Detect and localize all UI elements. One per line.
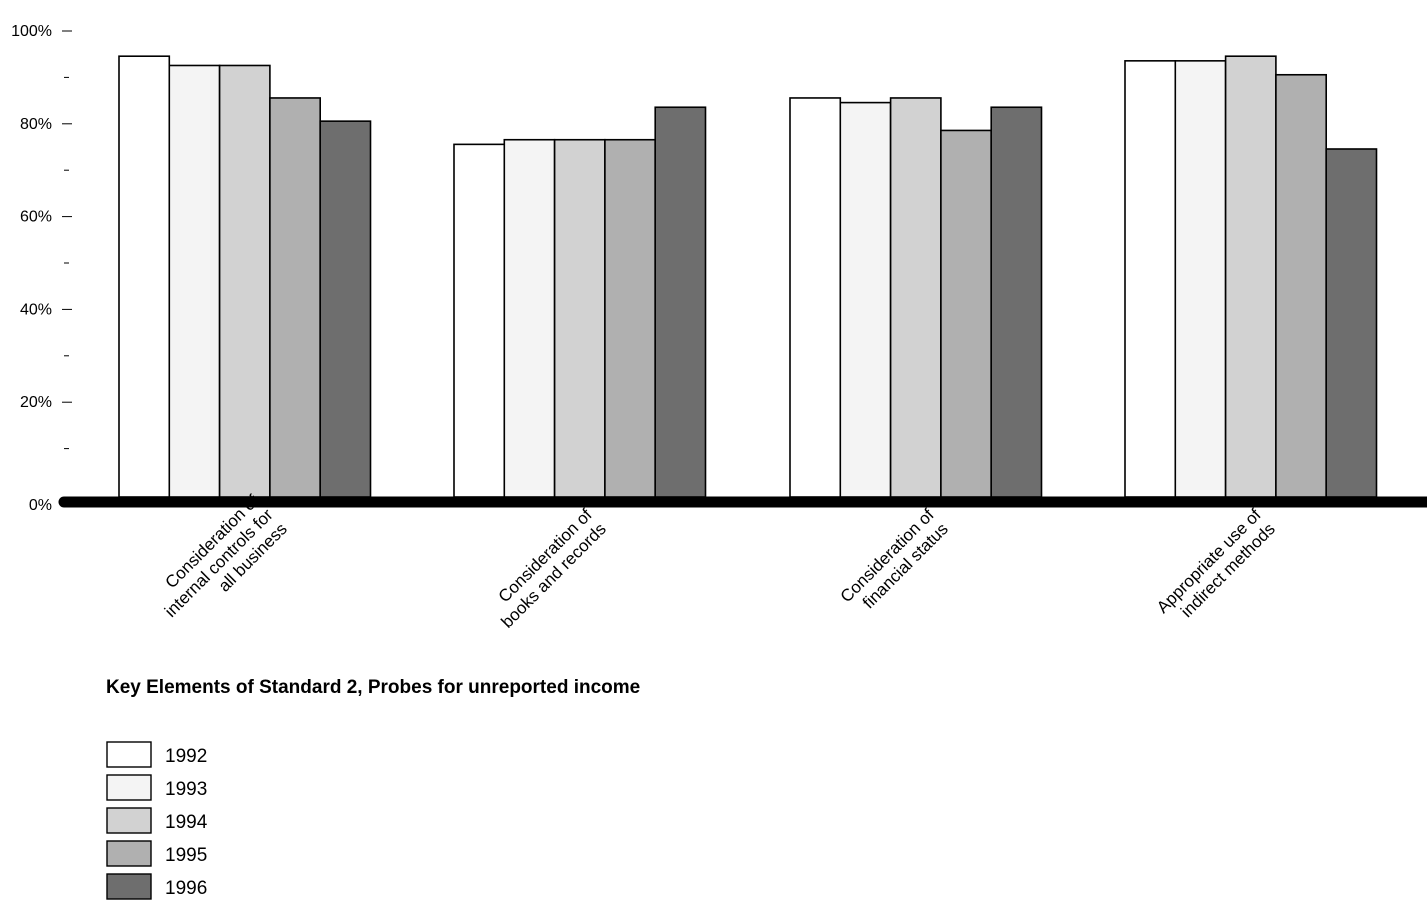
bar-1994-3 — [1224, 55, 1277, 498]
bar-1995-1 — [604, 138, 657, 498]
legend-swatch-1992 — [106, 741, 152, 768]
bar-1992-3 — [1124, 60, 1177, 498]
bar-1992-2 — [789, 97, 842, 498]
bar-1994-0 — [218, 64, 271, 498]
bar-1993-0 — [168, 64, 221, 498]
legend-swatch-1996 — [106, 873, 152, 900]
bar-1992-0 — [118, 55, 171, 498]
y-tick-label: 60% — [20, 209, 52, 226]
bar-1996-3 — [1325, 148, 1378, 498]
legend-swatch-1993 — [106, 774, 152, 801]
bars — [118, 55, 1378, 498]
bar-1996-0 — [319, 120, 372, 498]
bar-1995-2 — [940, 129, 993, 498]
y-tick-label: 0% — [29, 497, 52, 514]
legend-label-1995: 1995 — [165, 845, 207, 866]
legend-label-1994: 1994 — [165, 812, 208, 833]
legend-swatch-1994 — [106, 807, 152, 834]
legend: 1992 1993 1994 1995 1996 — [106, 741, 208, 900]
legend-label-1993: 1993 — [165, 779, 207, 800]
bar-1996-1 — [654, 106, 707, 498]
legend-label-1996: 1996 — [165, 878, 207, 899]
y-tick-label: 80% — [20, 116, 52, 133]
bar-1995-3 — [1275, 73, 1328, 498]
legend-swatch-1995 — [106, 840, 152, 867]
bar-1994-2 — [889, 97, 942, 498]
bar-1996-2 — [990, 106, 1043, 498]
y-tick-label: 40% — [20, 301, 52, 318]
bar-1992-1 — [453, 143, 506, 498]
bar-1995-0 — [269, 97, 321, 498]
bar-1993-1 — [503, 138, 556, 498]
bar-1993-3 — [1174, 60, 1227, 498]
chart-title: Key Elements of Standard 2, Probes for u… — [106, 677, 640, 698]
legend-label-1992: 1992 — [165, 746, 207, 767]
bar-1993-2 — [839, 101, 892, 498]
bar-1994-1 — [553, 138, 606, 498]
y-tick-label: 100% — [11, 23, 52, 40]
y-tick-label: 20% — [20, 394, 52, 411]
y-axis: 0% 20% 40% 60% 80% 100% — [11, 23, 72, 514]
